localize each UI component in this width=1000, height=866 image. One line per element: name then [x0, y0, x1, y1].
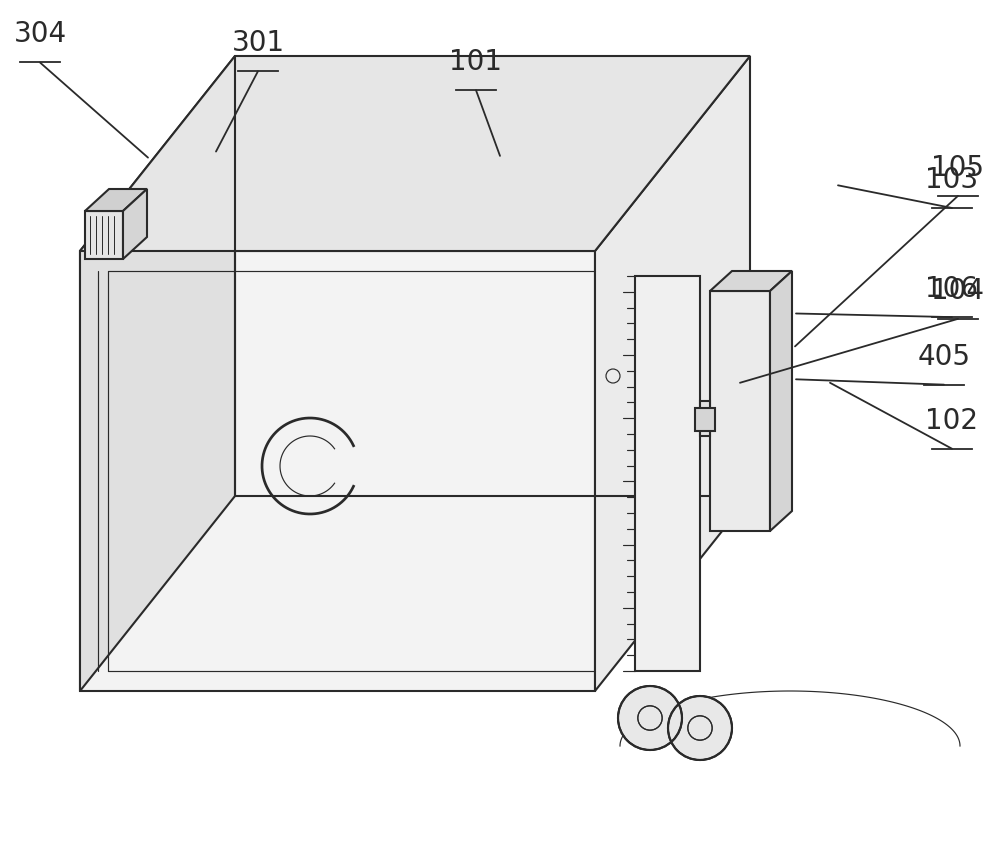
Text: 301: 301: [231, 29, 285, 57]
Circle shape: [668, 696, 732, 760]
Polygon shape: [595, 56, 750, 691]
Polygon shape: [770, 271, 792, 531]
Text: 304: 304: [13, 21, 67, 48]
Polygon shape: [695, 408, 715, 431]
Polygon shape: [80, 251, 595, 691]
Polygon shape: [80, 56, 235, 691]
Circle shape: [618, 686, 682, 750]
Polygon shape: [710, 291, 770, 531]
Text: 106: 106: [926, 275, 978, 303]
Polygon shape: [710, 271, 792, 291]
Polygon shape: [700, 401, 710, 436]
Text: 105: 105: [932, 154, 984, 182]
Polygon shape: [80, 56, 750, 251]
Text: 102: 102: [926, 407, 978, 435]
Polygon shape: [85, 211, 123, 259]
Text: 101: 101: [450, 48, 503, 76]
Polygon shape: [635, 276, 700, 671]
Polygon shape: [123, 189, 147, 259]
Polygon shape: [85, 189, 147, 211]
Text: 104: 104: [932, 277, 984, 305]
Text: 103: 103: [925, 166, 979, 194]
Text: 405: 405: [918, 343, 970, 371]
